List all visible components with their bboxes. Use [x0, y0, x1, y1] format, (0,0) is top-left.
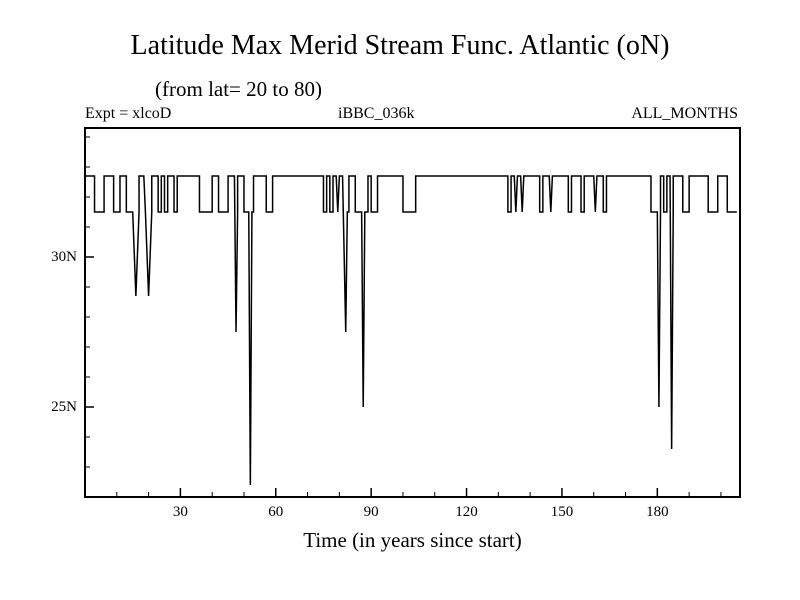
x-tick-label: 60: [268, 504, 284, 520]
experiment-label: Expt = xlcoD: [85, 105, 172, 122]
x-tick-label: 120: [455, 504, 478, 520]
months-label: ALL_MONTHS: [631, 105, 738, 122]
y-tick-label: 30N: [51, 249, 77, 265]
x-tick-label: 180: [646, 504, 669, 520]
x-axis-title: Time (in years since start): [303, 528, 522, 552]
plot-frame: [84, 127, 741, 498]
chart-subtitle: (from lat= 20 to 80): [155, 77, 322, 101]
run-id-label: iBBC_036k: [338, 105, 415, 122]
series-line: [85, 175, 737, 486]
chart-title: Latitude Max Merid Stream Func. Atlantic…: [130, 30, 670, 61]
y-tick-label: 25N: [51, 399, 77, 415]
x-tick-label: 150: [550, 504, 574, 520]
x-tick-label: 90: [363, 504, 379, 520]
x-tick-label: 30: [172, 504, 188, 520]
